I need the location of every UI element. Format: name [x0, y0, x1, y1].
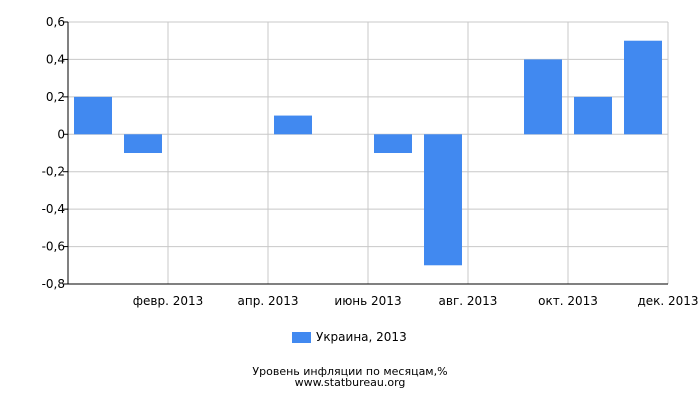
x-tick-label: июнь 2013 — [334, 294, 401, 308]
bar — [524, 59, 562, 135]
x-tick-label: февр. 2013 — [133, 294, 204, 308]
y-tick-label: 0,2 — [46, 90, 65, 104]
bar — [374, 134, 412, 153]
y-tick-label: -0,8 — [42, 277, 65, 291]
bar — [74, 96, 112, 135]
x-tick-label: авг. 2013 — [439, 294, 498, 308]
legend-swatch — [292, 331, 311, 343]
x-tick-label: дек. 2013 — [637, 294, 698, 308]
bar — [274, 115, 312, 135]
y-tick-label: 0 — [57, 127, 65, 141]
y-tick-label: 0,4 — [46, 52, 65, 66]
chart-caption: Уровень инфляции по месяцам,% — [252, 365, 448, 378]
grid — [68, 21, 669, 285]
bars — [74, 40, 662, 266]
bar — [124, 134, 162, 153]
bar — [424, 134, 462, 266]
bar — [624, 40, 662, 135]
y-tick-label: 0,6 — [46, 15, 65, 29]
bar-chart: 0,6 0,4 0,2 0 -0,2 -0,4 -0,6 -0,8 февр. 2013 апр… — [42, 15, 699, 308]
bar — [574, 96, 612, 135]
y-tick-label: -0,6 — [42, 240, 65, 254]
axes — [63, 21, 668, 285]
x-axis-labels: февр. 2013 апр. 2013 июнь 2013 авг. 2013 окт… — [133, 294, 699, 308]
y-tick-label: -0,4 — [42, 202, 65, 216]
legend-label: Украина, 2013 — [316, 330, 407, 344]
x-tick-label: апр. 2013 — [238, 294, 299, 308]
y-tick-label: -0,2 — [42, 165, 65, 179]
legend: Украина, 2013 — [292, 330, 407, 344]
x-tick-label: окт. 2013 — [538, 294, 598, 308]
source-url: www.statbureau.org — [294, 376, 406, 389]
y-axis-labels: 0,6 0,4 0,2 0 -0,2 -0,4 -0,6 -0,8 — [42, 15, 65, 291]
